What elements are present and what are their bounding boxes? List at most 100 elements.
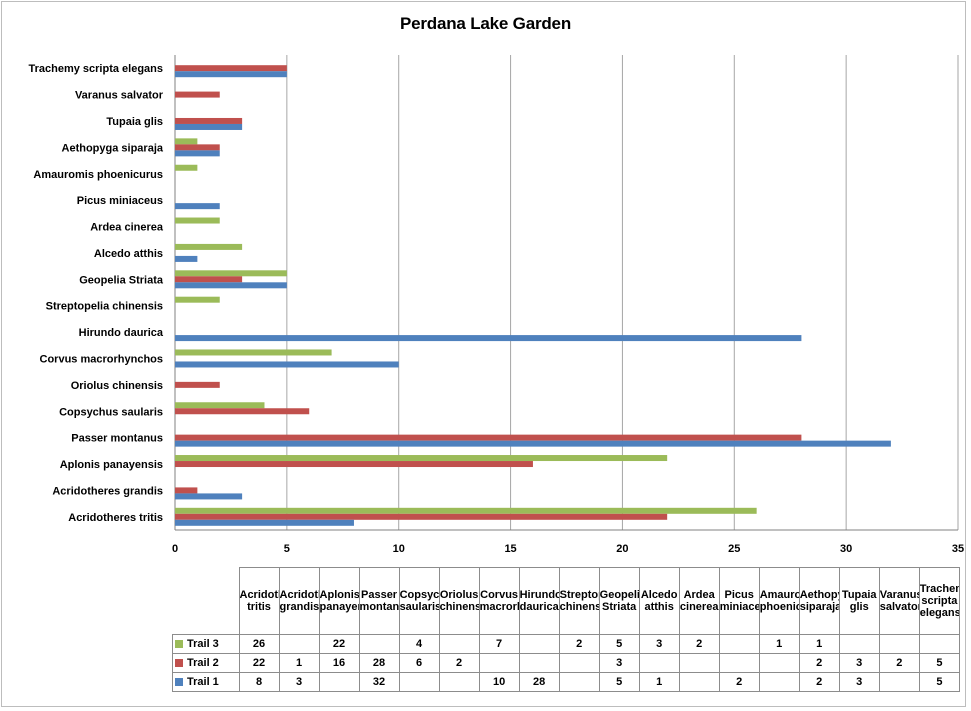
bar	[175, 408, 310, 415]
table-header-cell: Acridotheres grandis	[278, 567, 320, 635]
x-axis-ticks: 0 5 10 15 20 25 30 35	[172, 543, 964, 555]
table-header-cell: Picus miniaceus	[718, 567, 760, 635]
bar	[175, 381, 220, 388]
table-header-cell: Aplonis panayensis	[318, 567, 360, 635]
table-cell	[838, 634, 880, 654]
table-cell	[278, 634, 320, 654]
bar	[175, 164, 198, 171]
bar	[175, 335, 802, 342]
table-cell	[678, 653, 720, 673]
bar	[175, 65, 287, 72]
table-cell	[758, 653, 800, 673]
table-cell	[318, 672, 360, 692]
table-header-cell: Hirundo daurica	[518, 567, 560, 635]
bar	[175, 461, 533, 468]
bar	[175, 296, 220, 303]
legend-swatch	[175, 659, 183, 668]
table-header-cell: Trachemy scripta elegans	[918, 567, 961, 635]
table-cell: 2	[718, 672, 760, 692]
bar	[175, 434, 802, 441]
category-label: Oriolus chinensis	[71, 380, 163, 392]
table-cell	[718, 634, 760, 654]
bar	[175, 493, 243, 500]
table-cell: 2	[558, 634, 600, 654]
bar	[175, 282, 287, 289]
bar	[175, 117, 243, 124]
table-cell	[678, 672, 720, 692]
table-cell: 5	[918, 672, 961, 692]
category-label: Tupaia glis	[106, 116, 163, 128]
category-label: Alcedo atthis	[94, 248, 163, 260]
table-header-cell: Copsychus saularis	[398, 567, 440, 635]
legend-swatch	[175, 640, 183, 649]
x-tick-label: 10	[393, 543, 405, 555]
table-cell: 22	[318, 634, 360, 654]
category-label: Trachemy scripta elegans	[28, 63, 163, 75]
table-header-cell: Acridotheres tritis	[238, 567, 280, 635]
table-header-cell: Corvus macrorhynchos	[478, 567, 520, 635]
table-header-cell: Ardea cinerea	[678, 567, 720, 635]
category-label: Aplonis panayensis	[60, 459, 163, 471]
bar	[175, 507, 757, 514]
table-cell	[558, 672, 600, 692]
table-header-cell: Aethopyga siparaja	[798, 567, 840, 635]
bar	[175, 402, 265, 409]
table-cell	[878, 672, 920, 692]
category-label: Ardea cinerea	[90, 222, 164, 234]
table-cell: 2	[798, 672, 840, 692]
table-cell	[358, 634, 400, 654]
bar	[175, 270, 287, 277]
bar	[175, 71, 287, 78]
x-tick-label: 20	[616, 543, 628, 555]
table-cell: 28	[358, 653, 400, 673]
table-cell: 28	[518, 672, 560, 692]
table-cell: 1	[638, 672, 680, 692]
table-cell: 3	[278, 672, 320, 692]
table-cell: 16	[318, 653, 360, 673]
bar	[175, 487, 198, 494]
bar	[175, 361, 399, 368]
table-header-cell: Alcedo atthis	[638, 567, 680, 635]
category-label: Acridotheres tritis	[68, 512, 163, 524]
table-cell: 2	[438, 653, 480, 673]
table-header-cell: Amauronis phoenicurus	[758, 567, 800, 635]
table-cell: 3	[638, 634, 680, 654]
x-tick-label: 25	[728, 543, 740, 555]
table-cell: 4	[398, 634, 440, 654]
bar	[175, 255, 198, 262]
table-cell	[478, 653, 520, 673]
table-cell: 32	[358, 672, 400, 692]
table-cell	[638, 653, 680, 673]
table-cell	[878, 634, 920, 654]
gridlines	[174, 55, 959, 531]
table-cell: 6	[398, 653, 440, 673]
table-cell	[558, 653, 600, 673]
table-header-cell: Tupaia glis	[838, 567, 880, 635]
table-cell: 7	[478, 634, 520, 654]
table-header-cell: Varanus salvator	[878, 567, 920, 635]
table-cell: 3	[838, 672, 880, 692]
category-label: Geopelia Striata	[79, 274, 164, 286]
table-cell	[518, 653, 560, 673]
x-tick-label: 5	[284, 543, 290, 555]
table-row: Trail 1 8 3 32 10 28 5 1 2 2 3 5	[172, 672, 961, 692]
category-label: Hirundo daurica	[79, 327, 164, 339]
category-label: Amauromis phoenicurus	[33, 169, 163, 181]
bar	[175, 138, 198, 145]
table-cell: 8	[238, 672, 280, 692]
table-cell: 2	[798, 653, 840, 673]
legend-label: Trail 2	[187, 657, 219, 670]
table-cell	[518, 634, 560, 654]
table-corner	[172, 567, 240, 635]
legend-entry: Trail 1	[172, 672, 240, 692]
category-label: Varanus salvator	[75, 90, 164, 102]
bar	[175, 276, 243, 283]
bar	[175, 217, 220, 224]
bar	[175, 513, 668, 520]
table-cell: 1	[278, 653, 320, 673]
legend-label: Trail 1	[187, 676, 219, 689]
table-header-cell: Geopeli Striata	[598, 567, 640, 635]
bar	[175, 455, 668, 462]
category-label: Copsychus saularis	[59, 406, 163, 418]
